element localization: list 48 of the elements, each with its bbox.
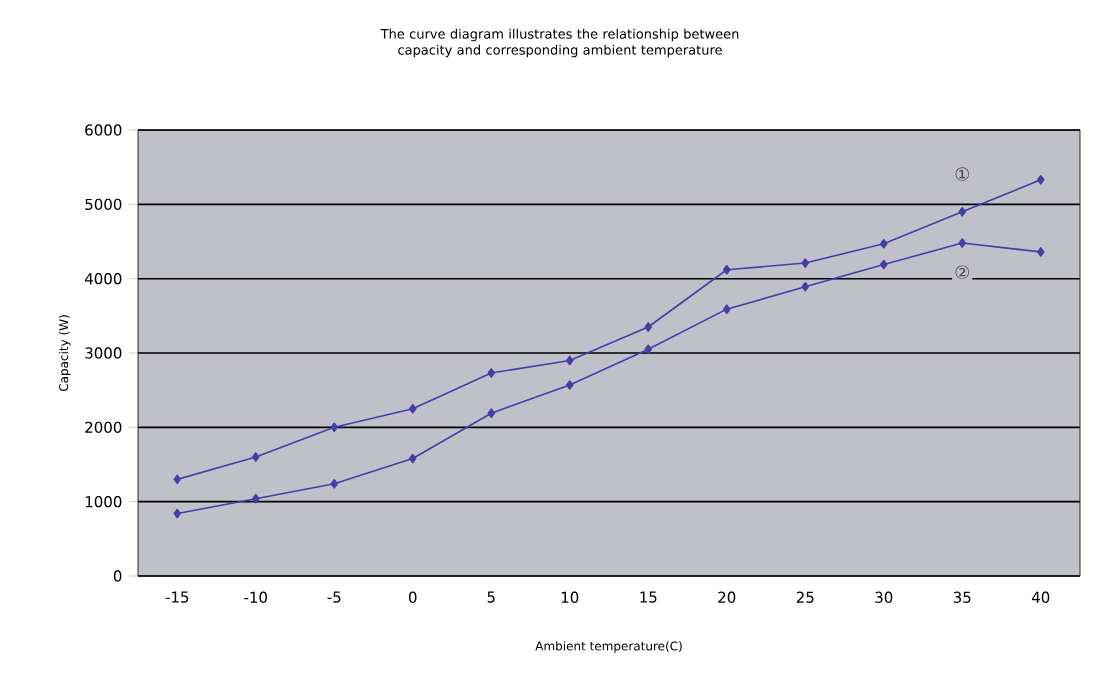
point xyxy=(879,238,888,249)
point xyxy=(173,474,182,485)
x-tick-label: 10 xyxy=(561,591,579,603)
x-tick-label: 40 xyxy=(1031,591,1050,603)
point xyxy=(644,322,653,332)
x-tick-label: 5 xyxy=(487,591,495,603)
x-tick-label: 20 xyxy=(718,591,736,603)
point xyxy=(801,258,810,268)
point xyxy=(958,238,967,248)
point xyxy=(958,206,967,217)
y-tick-label: 2000 xyxy=(85,421,122,434)
point xyxy=(565,355,574,366)
x-tick-label: 30 xyxy=(875,591,893,603)
point xyxy=(722,304,731,314)
point xyxy=(408,403,417,414)
point xyxy=(173,508,182,519)
point xyxy=(330,479,339,489)
y-tick-label: 5000 xyxy=(85,198,122,211)
point xyxy=(251,452,260,462)
x-tick-label: 15 xyxy=(640,591,657,603)
x-axis-title: Ambient temperature(C) xyxy=(535,641,682,653)
y-tick-label: 3000 xyxy=(85,347,122,359)
y-tick-label: 0 xyxy=(113,570,122,582)
point xyxy=(408,453,417,464)
point xyxy=(644,344,653,355)
x-tick-label: -15 xyxy=(165,591,189,603)
x-tick-label: -10 xyxy=(244,591,267,603)
x-tick-label: 0 xyxy=(408,591,417,603)
point xyxy=(251,493,260,504)
chart-title: The curve diagram illustrates the relationship between capacity and corresponding ambient temperature xyxy=(380,28,739,58)
series-label: ① xyxy=(955,167,969,181)
x-tick-label: 35 xyxy=(953,591,971,603)
y-tick-label: 1000 xyxy=(85,496,122,508)
point xyxy=(487,408,496,419)
point xyxy=(801,282,810,292)
y-tick-label: 4000 xyxy=(84,273,122,285)
point xyxy=(879,259,888,270)
point xyxy=(1036,247,1045,257)
x-tick-label: 25 xyxy=(796,591,814,603)
point xyxy=(1036,175,1045,185)
series-label: ② xyxy=(955,265,969,279)
point xyxy=(330,422,339,433)
x-tick-label: -5 xyxy=(327,591,341,603)
point xyxy=(565,380,574,390)
point xyxy=(487,368,496,378)
point xyxy=(722,264,731,275)
y-axis-title: Capacity (W) xyxy=(58,315,71,392)
y-tick-label: 6000 xyxy=(85,124,122,136)
